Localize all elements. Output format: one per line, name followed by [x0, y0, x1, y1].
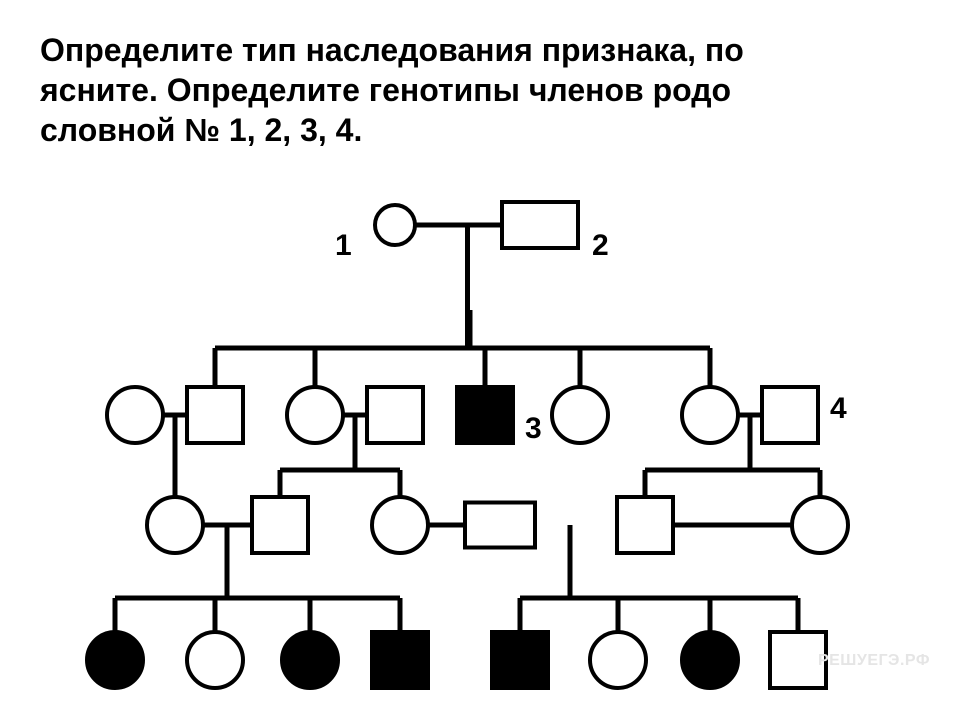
pedigree-male	[372, 632, 428, 688]
pedigree-female	[282, 632, 338, 688]
pedigree-female	[792, 497, 848, 553]
pedigree-female	[187, 632, 243, 688]
pedigree-female	[682, 387, 738, 443]
pedigree-male	[367, 387, 423, 443]
pedigree-label: 4	[830, 392, 847, 425]
pedigree-female	[287, 387, 343, 443]
pedigree-male	[457, 387, 513, 443]
pedigree-female	[552, 387, 608, 443]
pedigree-female	[590, 632, 646, 688]
pedigree-label: 3	[525, 412, 542, 445]
pedigree-male	[187, 387, 243, 443]
pedigree-female	[147, 497, 203, 553]
pedigree-diagram: 1 2 3 4	[0, 0, 960, 720]
pedigree-male	[762, 387, 818, 443]
watermark: РЕШУЕГЭ.РФ	[818, 652, 930, 670]
pedigree-female	[682, 632, 738, 688]
pedigree-label: 1	[335, 229, 352, 262]
pedigree-male	[502, 202, 578, 248]
pedigree-male	[252, 497, 308, 553]
pedigree-female	[87, 632, 143, 688]
page: Определите тип наследования признака, по…	[0, 0, 960, 720]
pedigree-female	[375, 205, 415, 245]
pedigree-male	[465, 503, 535, 548]
pedigree-female	[372, 497, 428, 553]
pedigree-label: 2	[592, 229, 609, 262]
pedigree-female	[107, 387, 163, 443]
pedigree-male	[492, 632, 548, 688]
pedigree-male	[617, 497, 673, 553]
